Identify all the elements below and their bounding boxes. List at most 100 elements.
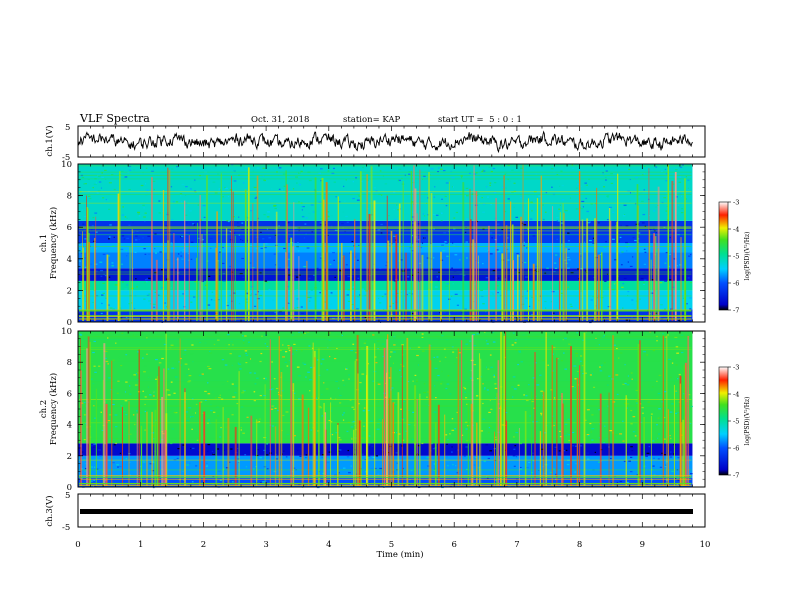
spectrogram-speckle	[421, 336, 424, 338]
spectrogram-speckle	[142, 204, 145, 206]
spectrogram-impulse	[494, 431, 495, 486]
spectrogram-speckle	[303, 205, 305, 208]
spectrogram-speckle	[173, 201, 175, 203]
spectrogram-speckle	[669, 279, 672, 281]
spectrogram-speckle	[348, 374, 350, 376]
spectrogram-speckle	[143, 248, 146, 250]
spectrogram-impulse	[501, 253, 504, 321]
spectrogram-speckle	[229, 231, 232, 233]
spectrogram-speckle	[485, 366, 487, 368]
spectrogram-speckle	[91, 466, 94, 468]
spectrogram-speckle	[446, 461, 449, 463]
spectrogram-speckle	[584, 372, 587, 374]
spectrogram-speckle	[369, 432, 371, 435]
spectrogram-speckle	[107, 317, 110, 319]
spectrogram-speckle	[111, 262, 114, 264]
spectrogram-speckle	[449, 485, 452, 487]
spectrogram-speckle	[101, 176, 104, 178]
spectrogram-speckle	[283, 277, 286, 279]
spectrogram-speckle	[142, 403, 146, 405]
spectrogram-speckle	[320, 180, 322, 182]
spectrogram-speckle	[258, 418, 262, 420]
spectrogram-impulse	[156, 376, 159, 486]
spectrogram-impulse	[581, 219, 584, 321]
spectrogram-speckle	[290, 335, 292, 337]
spectrogram-speckle	[287, 302, 290, 304]
frequency-tick-label: 2	[67, 452, 72, 462]
spectrogram-speckle	[557, 183, 560, 185]
spectrogram-speckle	[135, 449, 138, 451]
spectrogram-speckle	[636, 474, 638, 476]
spectrogram-speckle	[218, 396, 222, 399]
spectrogram-speckle	[490, 291, 494, 294]
spectrogram-speckle	[677, 437, 680, 439]
spectrogram-impulse	[448, 181, 450, 321]
spectrogram-speckle	[282, 414, 285, 417]
spectrogram-speckle	[350, 303, 354, 306]
spectrogram-speckle	[244, 335, 247, 337]
spectrogram-speckle	[274, 246, 276, 248]
spectrogram-speckle	[451, 293, 453, 295]
spectrogram-speckle	[601, 417, 603, 420]
spectrogram-speckle	[240, 429, 242, 431]
spectrogram-impulse	[199, 401, 201, 486]
spectrogram-speckle	[634, 248, 638, 250]
spectrogram-speckle	[393, 442, 396, 444]
spectrogram-speckle	[539, 168, 542, 170]
spectrogram-speckle	[550, 389, 553, 391]
spectrogram-impulse	[472, 239, 475, 321]
spectrogram-impulse	[576, 377, 579, 486]
spectrogram-speckle	[189, 210, 192, 212]
colorbar-tick-label: -3	[733, 199, 739, 207]
spectrogram-speckle	[377, 422, 380, 425]
spectrogram-speckle	[180, 364, 182, 366]
colorbar-tick-label: -4	[733, 391, 739, 399]
spectrogram-speckle	[609, 430, 613, 432]
spectrogram-speckle	[593, 320, 596, 322]
spectrogram-speckle	[368, 435, 371, 437]
spectrogram-speckle	[586, 210, 590, 213]
spectrogram-speckle	[153, 392, 156, 394]
spectrogram-speckle	[422, 213, 424, 215]
spectrogram-speckle	[327, 308, 331, 310]
spectrogram-speckle	[619, 252, 622, 255]
spectrogram-speckle	[180, 357, 182, 360]
spectrogram-speckle	[519, 431, 522, 433]
spectrogram-impulse	[105, 403, 108, 486]
spectrogram-speckle	[146, 337, 148, 339]
spectrogram-speckle	[488, 166, 490, 168]
spectrogram-speckle	[440, 383, 443, 385]
spectrogram-speckle	[271, 388, 274, 390]
spectrogram-speckle	[268, 237, 272, 239]
spectrogram-speckle	[544, 300, 547, 303]
spectrogram-speckle	[681, 208, 684, 210]
spectrogram-speckle	[125, 381, 128, 383]
spectrogram-band	[78, 243, 693, 253]
spectrogram-speckle	[451, 446, 453, 448]
spectrogram-speckle	[92, 485, 95, 487]
spectrogram-speckle	[264, 246, 267, 249]
spectrogram-speckle	[350, 465, 352, 467]
spectrogram-speckle	[468, 172, 471, 175]
spectrogram-speckle	[664, 391, 667, 393]
spectrogram-speckle	[618, 240, 620, 242]
spectrogram-speckle	[262, 179, 266, 181]
spectrogram-speckle	[193, 181, 196, 183]
spectrogram-speckle	[278, 188, 281, 190]
spectrogram-impulse	[154, 409, 157, 486]
spectrogram-speckle	[656, 380, 658, 382]
spectrogram-speckle	[190, 258, 193, 260]
spectrogram-speckle	[560, 222, 564, 224]
spectrogram-impulse	[402, 181, 404, 321]
spectrogram-impulse	[563, 212, 565, 321]
spectrogram-speckle	[271, 361, 273, 363]
spectrogram-speckle	[453, 270, 457, 273]
spectrogram-speckle	[391, 293, 395, 295]
spectrogram-speckle	[662, 333, 664, 335]
spectrogram-speckle	[134, 384, 138, 386]
spectrogram-speckle	[301, 206, 304, 208]
spectrogram-speckle	[410, 469, 413, 472]
spectrogram-speckle	[213, 299, 216, 301]
ch1-ytick-bottom: -5	[62, 153, 70, 163]
spectrogram-speckle	[610, 182, 614, 185]
